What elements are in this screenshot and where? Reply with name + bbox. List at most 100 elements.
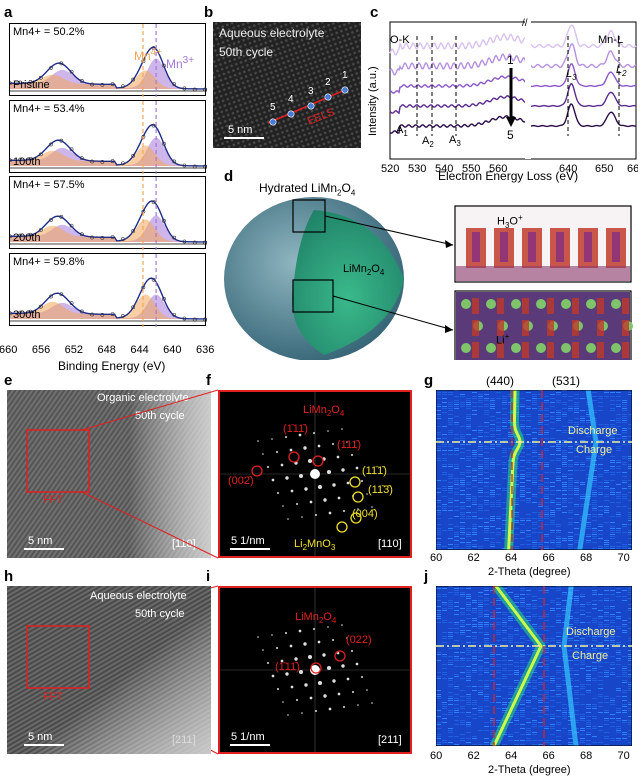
i-spot-2: (1̄11̄)	[275, 661, 300, 673]
xrd-j-map	[436, 586, 632, 746]
panel-e-label: e	[4, 372, 12, 389]
fft-spot-marker	[353, 492, 363, 502]
stem-scale: 5 nm	[228, 124, 252, 136]
xps-cycle-4: 300th	[13, 309, 41, 321]
xps-ratio-1: Mn4+ = 50.2%	[13, 26, 85, 38]
mn3-legend: Mn3+	[166, 55, 194, 71]
inner-label: LiMn2O4	[343, 263, 384, 277]
eels-tick: 650	[595, 163, 613, 175]
panel-i-label: i	[206, 568, 210, 585]
e-fft: FFT	[43, 494, 63, 506]
stem-title: Aqueous electrolyte	[219, 26, 324, 40]
h-fft: FFT	[43, 691, 63, 703]
f-phase2: Li2MnO3	[294, 538, 335, 552]
eels-point-label: 3	[308, 86, 314, 97]
xps-tick: 660	[0, 344, 17, 356]
svg-text://: //	[522, 18, 528, 29]
i-spot-1: (022)	[346, 634, 372, 646]
f-scale: 5 1/nm	[231, 535, 265, 547]
eels-point-label: 4	[288, 94, 294, 105]
fft-spot-marker	[289, 452, 299, 462]
arrow-end: 5	[507, 128, 514, 142]
f-spot-5: (11̄3̄)	[368, 484, 393, 496]
g-xlabel: 2-Theta (degree)	[488, 566, 571, 578]
xps-tick: 640	[163, 344, 181, 356]
eels-tick: 660	[627, 163, 638, 175]
e-scale: 5 nm	[28, 535, 52, 547]
g-charge: Charge	[576, 444, 612, 456]
o-edge-label: O-K	[390, 34, 410, 46]
panel-j-label: j	[424, 568, 428, 585]
bulk-structure-inset	[455, 291, 633, 360]
f-spot-1: (1̄11̄)	[283, 423, 308, 435]
xrd-tick: 70	[618, 552, 630, 564]
xrd-tick: 64	[505, 750, 517, 762]
e-title: Organic electrolyte	[97, 392, 189, 404]
h-scale: 5 nm	[28, 731, 52, 743]
j-xlabel: 2-Theta (degree)	[488, 764, 571, 776]
svg-text:A3: A3	[449, 134, 461, 148]
xrd-tick: 70	[618, 750, 630, 762]
eels-spectrum	[530, 84, 636, 107]
xps-cycle-1: Pristine	[13, 79, 50, 91]
surface-structure-inset	[455, 206, 631, 282]
mn-edge-label: Mn-L	[598, 34, 623, 46]
h-zone: [211]	[172, 734, 196, 746]
eels-chart: // 520 530 540 550 560 640 650 660 O-K Mn-L 1 5…	[380, 16, 638, 178]
xps-xlabel: Binding Energy (eV)	[58, 359, 165, 373]
eels-point	[270, 119, 276, 125]
xps-tick: 636	[196, 344, 214, 356]
eels-spectrum	[390, 34, 526, 55]
eels-spectrum	[390, 116, 526, 133]
svg-text:A2: A2	[422, 135, 434, 149]
eels-spectrum	[390, 76, 526, 93]
g-peak-440: (440)	[486, 374, 514, 388]
eels-point	[288, 111, 294, 117]
xrd-tick: 68	[580, 750, 592, 762]
panel-h-label: h	[4, 568, 13, 585]
xps-tick: 648	[98, 344, 116, 356]
particle-model	[214, 180, 639, 360]
eels-point-label: 2	[325, 77, 331, 88]
arrow-start: 1	[507, 53, 514, 67]
eels-point-label: 5	[270, 102, 276, 113]
fft-spot-marker	[337, 522, 347, 532]
i-scale: 5 1/nm	[231, 731, 265, 743]
xrd-tick: 60	[430, 750, 442, 762]
eels-point	[308, 103, 314, 109]
eels-tick: 520	[381, 163, 399, 175]
xps-tick: 652	[65, 344, 83, 356]
h-scalebar	[24, 744, 64, 746]
xrd-g-map	[436, 390, 632, 550]
i-zone: [211]	[378, 734, 402, 746]
eels-point	[325, 94, 331, 100]
f-zone: [110]	[378, 538, 402, 550]
f-spot-4: (11̄1̄)	[362, 465, 387, 477]
f-phase1: LiMn2O4	[303, 404, 344, 418]
j-discharge: Discharge	[566, 626, 616, 638]
f-spot-6: (004̄)	[352, 508, 378, 520]
outer-label: Hydrated LiMn2O4	[259, 181, 355, 197]
xrd-tick: 62	[468, 750, 480, 762]
panel-b-label: b	[204, 4, 213, 21]
xps-ratio-3: Mn4+ = 57.5%	[13, 179, 85, 191]
stem-subtitle: 50th cycle	[219, 45, 273, 59]
f-scalebar	[230, 548, 270, 550]
eels-spectrum	[530, 104, 636, 126]
eels-point	[342, 87, 348, 93]
xps-spectrum-2: Mn4+ = 53.4% 100th	[9, 100, 206, 173]
xps-spectrum-3: Mn4+ = 57.5% 200th	[9, 176, 206, 249]
li-label: Li+	[496, 332, 509, 347]
panel-c-label: c	[370, 4, 378, 21]
stem-scalebar	[224, 137, 264, 139]
xps-spectrum-4: Mn4+ = 59.8% 300th	[9, 253, 206, 326]
xrd-tick: 68	[580, 552, 592, 564]
panel-a-label: a	[4, 4, 12, 21]
e-scalebar	[24, 548, 64, 550]
eels-ylabel: Intensity (a.u.)	[367, 66, 379, 136]
xps-tick: 656	[32, 344, 50, 356]
i-scalebar	[230, 744, 270, 746]
svg-text:L3: L3	[566, 68, 577, 82]
g-discharge: Discharge	[568, 425, 618, 437]
xps-ratio-4: Mn4+ = 59.8%	[13, 256, 85, 268]
